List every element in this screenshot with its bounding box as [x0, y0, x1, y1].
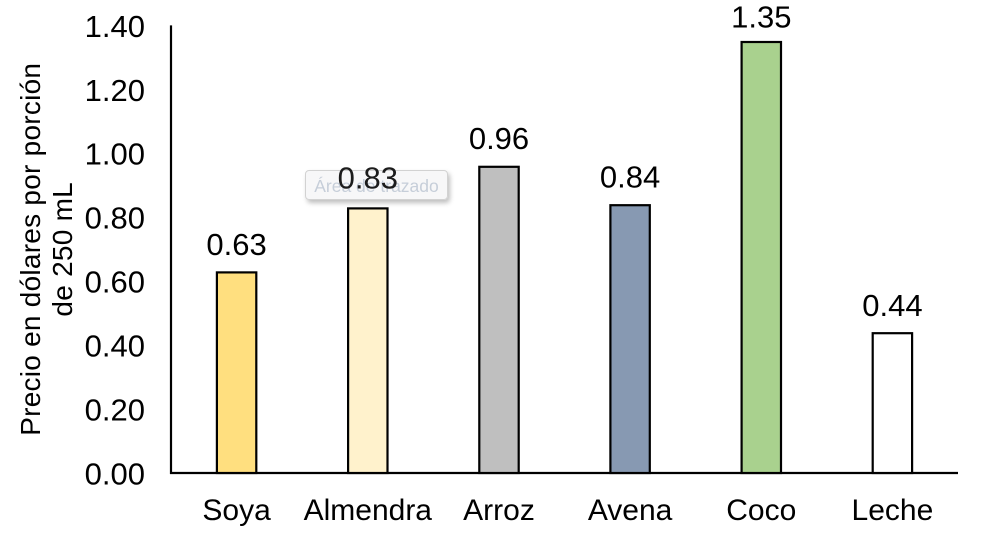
svg-text:1.40: 1.40	[85, 9, 145, 44]
svg-text:Arroz: Arroz	[463, 494, 535, 527]
svg-text:0.96: 0.96	[469, 121, 529, 156]
svg-text:1.35: 1.35	[731, 0, 791, 35]
svg-text:0.40: 0.40	[85, 329, 145, 364]
svg-text:0.00: 0.00	[85, 456, 145, 491]
svg-text:0.80: 0.80	[85, 201, 145, 236]
svg-text:Precio en dólares por porción: Precio en dólares por porción	[15, 63, 46, 436]
svg-text:0.44: 0.44	[862, 288, 922, 323]
svg-text:Leche: Leche	[852, 494, 934, 527]
svg-text:0.60: 0.60	[85, 265, 145, 300]
svg-text:1.00: 1.00	[85, 137, 145, 172]
svg-text:0.83: 0.83	[338, 160, 398, 195]
svg-text:Almendra: Almendra	[304, 494, 433, 527]
svg-text:0.63: 0.63	[206, 227, 266, 262]
svg-text:0.84: 0.84	[600, 160, 660, 195]
svg-text:Avena: Avena	[588, 494, 673, 527]
svg-text:Soya: Soya	[202, 494, 271, 527]
svg-text:1.20: 1.20	[85, 73, 145, 108]
svg-text:de 250 mL: de 250 mL	[47, 182, 78, 317]
svg-text:Coco: Coco	[726, 494, 796, 527]
svg-text:0.20: 0.20	[85, 393, 145, 428]
